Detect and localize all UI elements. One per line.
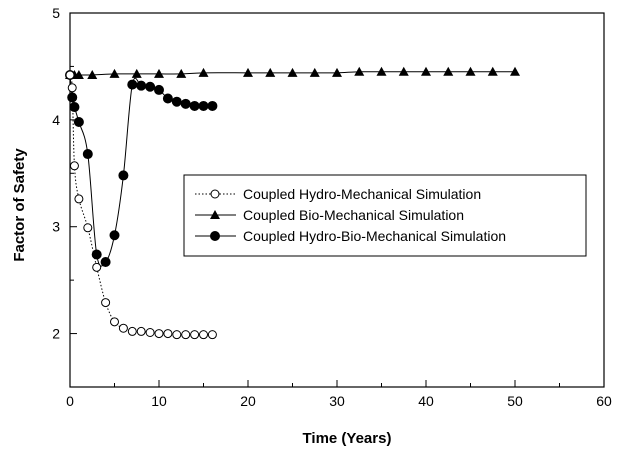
series-0-point — [154, 329, 164, 339]
series-2-point — [67, 92, 78, 103]
series-2-point — [207, 100, 218, 111]
series-1-point — [443, 66, 454, 76]
series-2-point — [100, 256, 111, 267]
series-1-point — [398, 66, 409, 76]
y-axis-title: Factor of Safety — [11, 148, 28, 262]
series-2-point — [198, 100, 209, 111]
series-1 — [65, 66, 520, 79]
legend-marker — [210, 189, 220, 199]
y-tick-label: 4 — [52, 112, 60, 128]
series-1-point — [421, 66, 431, 76]
series-0-point — [65, 70, 75, 80]
series-2-point — [69, 102, 80, 113]
series-2-point — [118, 170, 129, 181]
series-2-point — [127, 79, 138, 90]
series-0-point — [207, 330, 217, 340]
series-2-point — [136, 80, 147, 91]
x-tick-label: 40 — [418, 393, 434, 409]
series-2-point — [162, 93, 173, 104]
series-0-point — [190, 330, 200, 340]
x-tick-label: 10 — [151, 393, 167, 409]
series-1-point — [510, 66, 520, 76]
series-0-point — [118, 323, 128, 333]
legend-box — [183, 174, 587, 257]
series-2-point — [82, 149, 93, 160]
series-0-point — [199, 330, 208, 340]
legend-label: Coupled Hydro-Mechanical Simulation — [243, 186, 481, 202]
axis-ticks — [69, 12, 605, 388]
series-2-point — [171, 96, 182, 107]
series-0-point — [83, 223, 93, 233]
series-1-point — [176, 68, 187, 78]
series-1-point — [265, 67, 276, 77]
series-0-point — [92, 262, 102, 272]
series-0-point — [136, 326, 146, 336]
series-2-point — [73, 116, 84, 127]
series-2-point — [145, 81, 156, 92]
legend-label: Coupled Hydro-Bio-Mechanical Simulation — [243, 228, 506, 244]
legend-entry-0: Coupled Hydro-Mechanical Simulation — [195, 186, 481, 202]
series-1-point — [198, 67, 209, 77]
series-0-point — [181, 330, 191, 340]
x-tick-label: 50 — [507, 393, 523, 409]
series-0-point — [127, 326, 137, 336]
series-1-point — [465, 66, 476, 76]
legend-marker — [210, 210, 220, 219]
series-0-point — [67, 83, 77, 93]
legend-entries: Coupled Hydro-Mechanical Simulation Coupl… — [195, 186, 506, 244]
series-1-point — [487, 66, 498, 76]
series-1-point — [109, 68, 120, 78]
series-1-point — [131, 68, 142, 78]
series-0-point — [172, 330, 182, 340]
series-2-point — [154, 84, 164, 95]
legend-marker — [210, 231, 220, 241]
x-tick-label: 60 — [596, 393, 612, 409]
series-1-point — [354, 66, 365, 76]
series-2-point — [91, 249, 102, 260]
x-tick-label: 20 — [240, 393, 256, 409]
x-tick-label: 0 — [66, 393, 74, 409]
legend-entry-2: Coupled Hydro-Bio-Mechanical Simulation — [195, 228, 506, 244]
series-0 — [65, 70, 217, 340]
legend-entry-1: Coupled Bio-Mechanical Simulation — [195, 207, 464, 223]
series-0-point — [74, 194, 84, 204]
series-1-point — [87, 69, 98, 79]
series-0-point — [163, 329, 173, 339]
series-1-point — [376, 66, 387, 76]
x-tick-label: 30 — [329, 393, 345, 409]
x-axis-title: Time (Years) — [303, 430, 392, 447]
series-1-point — [332, 67, 342, 77]
series-0-point — [101, 298, 111, 308]
series-2-point — [189, 100, 200, 111]
series-1-point — [309, 67, 320, 77]
legend: Coupled Hydro-Mechanical Simulation Coupl… — [183, 174, 587, 257]
series-layer — [65, 66, 520, 340]
y-tick-label: 2 — [52, 326, 60, 342]
y-tick-label: 5 — [52, 5, 60, 21]
legend-label: Coupled Bio-Mechanical Simulation — [243, 207, 464, 223]
series-2-point — [180, 98, 191, 109]
series-0-point — [110, 317, 119, 327]
series-1-point — [154, 68, 164, 78]
series-1-point — [287, 67, 298, 77]
series-1-point — [243, 67, 253, 77]
series-1-point — [73, 69, 84, 79]
series-0-point — [145, 328, 155, 338]
series-0-point — [69, 161, 79, 171]
y-tick-label: 3 — [52, 219, 60, 235]
tick-labels: 0 10 20 30 40 50 60 2 3 4 5 — [52, 5, 612, 409]
series-2-point — [109, 230, 120, 241]
series-1-line — [69, 71, 515, 76]
